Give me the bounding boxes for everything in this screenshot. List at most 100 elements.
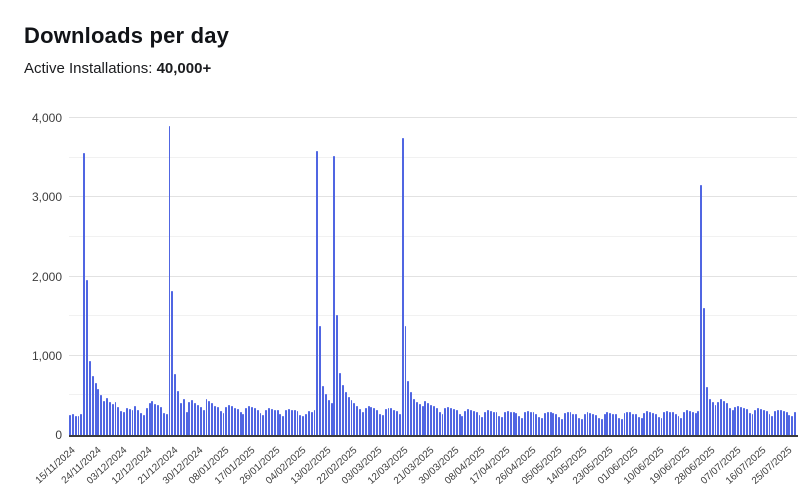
bar[interactable] — [612, 413, 615, 435]
bar[interactable] — [324, 393, 327, 435]
bar[interactable] — [120, 411, 123, 435]
bar[interactable] — [569, 412, 572, 435]
bar[interactable] — [609, 412, 612, 435]
bar[interactable] — [597, 417, 600, 435]
bar[interactable] — [142, 414, 145, 435]
bar[interactable] — [791, 416, 794, 435]
bar[interactable] — [578, 417, 580, 435]
bar[interactable] — [703, 308, 706, 435]
bar[interactable] — [290, 409, 293, 435]
bar[interactable] — [233, 408, 236, 435]
bar[interactable] — [336, 315, 339, 435]
bar[interactable] — [760, 408, 762, 435]
bar[interactable] — [546, 411, 549, 435]
bar[interactable] — [185, 411, 188, 435]
bar[interactable] — [788, 415, 791, 435]
bar[interactable] — [532, 412, 535, 435]
bar[interactable] — [214, 405, 216, 435]
bar[interactable] — [242, 413, 245, 435]
bar[interactable] — [86, 280, 88, 435]
bar[interactable] — [501, 417, 504, 435]
bar[interactable] — [634, 414, 637, 435]
bar[interactable] — [361, 412, 364, 435]
bar[interactable] — [555, 414, 558, 435]
bar[interactable] — [71, 414, 74, 435]
bar[interactable] — [632, 413, 634, 435]
bar[interactable] — [256, 409, 259, 435]
bar[interactable] — [461, 415, 464, 435]
bar[interactable] — [646, 411, 649, 435]
bar[interactable] — [748, 412, 751, 435]
bar[interactable] — [725, 403, 728, 435]
bar[interactable] — [572, 413, 575, 435]
bar[interactable] — [745, 409, 748, 435]
bar[interactable] — [251, 407, 253, 435]
bar[interactable] — [677, 416, 680, 435]
bar[interactable] — [273, 409, 276, 435]
bar[interactable] — [720, 399, 723, 435]
bar[interactable] — [506, 410, 509, 435]
bar[interactable] — [194, 402, 197, 435]
bar[interactable] — [330, 403, 333, 435]
bar[interactable] — [447, 407, 450, 435]
bar[interactable] — [560, 418, 563, 435]
bar[interactable] — [754, 409, 757, 435]
bar[interactable] — [421, 406, 424, 435]
bar[interactable] — [287, 408, 290, 435]
bar[interactable] — [435, 408, 438, 435]
bar[interactable] — [148, 402, 151, 435]
bar[interactable] — [777, 409, 780, 435]
bar[interactable] — [643, 412, 646, 435]
bar[interactable] — [205, 398, 208, 435]
bar[interactable] — [762, 409, 765, 435]
bar[interactable] — [302, 416, 305, 435]
bar[interactable] — [686, 410, 689, 435]
bar[interactable] — [108, 401, 111, 435]
bar[interactable] — [586, 412, 589, 435]
bar[interactable] — [492, 411, 495, 435]
bar[interactable] — [433, 406, 435, 435]
bar[interactable] — [248, 406, 251, 435]
bar[interactable] — [387, 407, 390, 435]
bar[interactable] — [535, 413, 538, 435]
bar[interactable] — [543, 413, 546, 435]
bar[interactable] — [378, 413, 381, 435]
bar[interactable] — [114, 401, 117, 435]
bar[interactable] — [694, 412, 697, 435]
bar[interactable] — [481, 416, 484, 435]
bar[interactable] — [649, 412, 652, 435]
bar[interactable] — [765, 410, 768, 435]
bar[interactable] — [276, 410, 279, 435]
bar[interactable] — [285, 410, 288, 435]
bar[interactable] — [393, 409, 396, 435]
bar[interactable] — [575, 414, 578, 435]
bar[interactable] — [478, 415, 481, 435]
bar[interactable] — [680, 417, 683, 435]
bar[interactable] — [88, 361, 91, 435]
bar[interactable] — [723, 400, 725, 435]
bar[interactable] — [441, 414, 444, 435]
bar[interactable] — [231, 406, 234, 435]
bar[interactable] — [396, 411, 398, 435]
bar[interactable] — [370, 407, 373, 435]
bar[interactable] — [751, 414, 754, 435]
bar[interactable] — [333, 156, 336, 435]
bar[interactable] — [310, 412, 313, 435]
bar[interactable] — [515, 413, 518, 435]
bar[interactable] — [236, 408, 239, 435]
bar[interactable] — [347, 396, 350, 435]
bar[interactable] — [401, 137, 404, 435]
bar[interactable] — [666, 410, 669, 435]
bar[interactable] — [100, 394, 103, 435]
bar[interactable] — [785, 412, 788, 435]
bar[interactable] — [600, 419, 603, 435]
bar[interactable] — [154, 403, 157, 435]
bar[interactable] — [111, 404, 114, 435]
bar[interactable] — [259, 412, 262, 435]
bar[interactable] — [757, 408, 760, 435]
bar[interactable] — [714, 404, 717, 435]
bar[interactable] — [654, 414, 657, 435]
bar[interactable] — [458, 414, 461, 435]
bar[interactable] — [134, 406, 137, 435]
bar[interactable] — [407, 381, 410, 435]
